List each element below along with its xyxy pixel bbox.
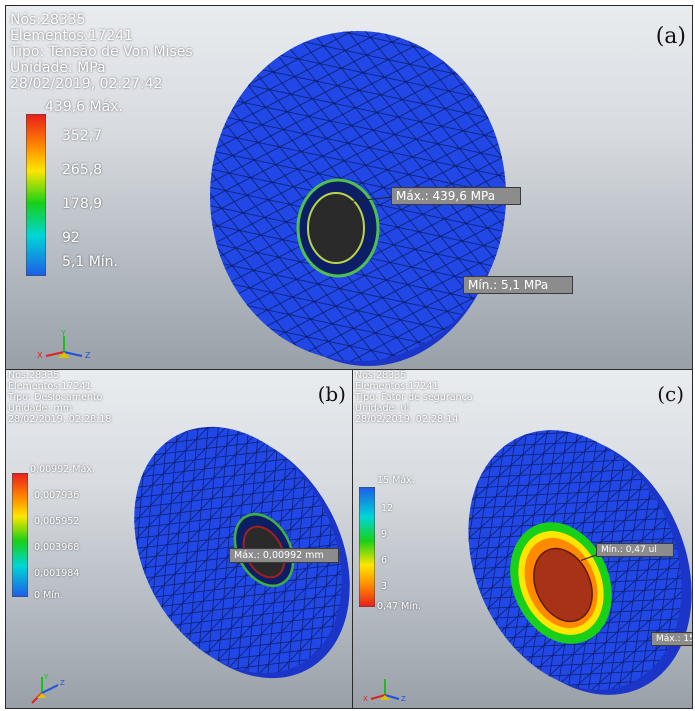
svg-text:Z: Z: [401, 695, 406, 703]
result-type: Tipo: Deslocamento: [8, 391, 103, 403]
panel-label: (a): [655, 24, 686, 49]
color-legend: 15 Máx. 12 9 6 3 0,47 Mín.: [359, 475, 459, 612]
safety-factor-model-view: [468, 430, 692, 695]
legend-label: 92: [62, 230, 80, 246]
result-type: Tipo: Tensão de Von Mises: [10, 44, 193, 61]
nodes-count: Nós:28335: [355, 370, 407, 381]
result-unit: Unidade: MPa: [10, 60, 106, 77]
svg-text:Y: Y: [60, 330, 66, 338]
max-callout[interactable]: Máx.: 0,00992 mm: [229, 548, 339, 563]
legend-label: 0,001984: [34, 568, 80, 579]
nodes-count: Nós:28335: [8, 370, 60, 381]
max-callout[interactable]: Máx.: 439,6 MPa: [391, 187, 521, 205]
elements-count: Elementos:17241: [10, 28, 134, 45]
svg-text:Y: Y: [43, 673, 49, 681]
triad-icon[interactable]: X Z: [363, 675, 411, 707]
panel-safety-factor: Nós:28335 Elementos:17241 Tipo: Fator de…: [352, 369, 693, 709]
triad-icon[interactable]: Y Z: [28, 673, 68, 707]
color-legend: 0,00992 Máx. 0,007936 0,005952 0,003968 …: [12, 464, 122, 601]
result-unit: Unidade: mm: [8, 402, 73, 414]
result-info-text: Nós:28335 Elementos:17241 Tipo: Tensão d…: [10, 12, 193, 92]
nodes-count: Nós:28335: [10, 12, 86, 28]
result-unit: Unidade: ul: [355, 402, 410, 414]
svg-text:Z: Z: [60, 679, 65, 687]
elements-count: Elementos:17241: [355, 380, 439, 392]
panel-label: (c): [657, 382, 684, 406]
legend-label: 12: [381, 503, 394, 514]
legend-min-label: 0,47 Mín.: [377, 601, 422, 612]
max-callout[interactable]: Máx.: 15 ul: [651, 632, 692, 646]
legend-label: 0,003968: [34, 542, 80, 553]
elements-count: Elementos:17241: [8, 380, 92, 392]
panel-von-mises: Nós:28335 Elementos:17241 Tipo: Tensão d…: [5, 5, 693, 370]
legend-min-label: 0 Mín.: [34, 590, 63, 601]
triad-icon[interactable]: Y X Z: [34, 330, 96, 368]
legend-label: 178,9: [62, 196, 103, 212]
legend-label: 265,8: [62, 162, 103, 178]
result-timestamp: 28/02/2019, 02:28:18: [8, 413, 112, 425]
von-mises-model-view: [210, 31, 506, 366]
result-info-text: Nós:28335 Elementos:17241 Tipo: Deslocam…: [8, 370, 112, 426]
legend-label: 352,7: [62, 128, 103, 144]
min-callout[interactable]: Mín.: 0,47 ul: [596, 543, 674, 557]
legend-max-label: 15 Máx.: [377, 475, 415, 486]
legend-label: 6: [381, 555, 388, 566]
result-timestamp: 28/02/2019, 02:27:42: [10, 76, 163, 93]
legend-label: 3: [381, 581, 388, 592]
legend-label: 9: [381, 529, 388, 540]
min-callout[interactable]: Mín.: 5,1 MPa: [463, 276, 573, 294]
result-info-text: Nós:28335 Elementos:17241 Tipo: Fator de…: [355, 370, 473, 426]
legend-max-label: 0,00992 Máx.: [30, 464, 95, 475]
legend-min-label: 5,1 Mín.: [62, 254, 119, 270]
legend-label: 0,007936: [34, 490, 80, 501]
svg-text:Z: Z: [85, 351, 91, 360]
displacement-model-view: [134, 426, 350, 679]
color-legend: 439,6 Máx. 352,7 265,8 178,9 92 5,1 Mín.: [26, 99, 166, 276]
svg-text:X: X: [363, 695, 368, 703]
result-timestamp: 28/02/2019, 02:28:14: [355, 413, 459, 425]
legend-label: 0,005952: [34, 516, 80, 527]
result-type: Tipo: Fator de segurança: [355, 391, 473, 403]
svg-text:X: X: [37, 351, 43, 360]
panel-label: (b): [317, 382, 346, 406]
legend-max-label: 439,6 Máx.: [45, 99, 123, 115]
panel-displacement: Nós:28335 Elementos:17241 Tipo: Deslocam…: [5, 369, 353, 709]
